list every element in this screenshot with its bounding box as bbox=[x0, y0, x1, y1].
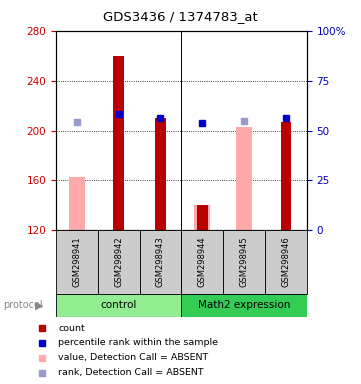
Text: Math2 expression: Math2 expression bbox=[198, 300, 290, 310]
Text: ▶: ▶ bbox=[35, 300, 43, 310]
Text: value, Detection Call = ABSENT: value, Detection Call = ABSENT bbox=[58, 353, 209, 362]
Text: GSM298945: GSM298945 bbox=[240, 237, 249, 287]
Bar bbox=[69, 177, 85, 230]
Bar bbox=[197, 205, 208, 230]
Text: percentile rank within the sample: percentile rank within the sample bbox=[58, 338, 218, 348]
Text: GSM298946: GSM298946 bbox=[282, 237, 291, 288]
Bar bbox=[56, 294, 181, 317]
Text: protocol: protocol bbox=[4, 300, 43, 310]
Bar bbox=[140, 230, 181, 294]
Bar bbox=[113, 56, 124, 230]
Text: GSM298942: GSM298942 bbox=[114, 237, 123, 287]
Text: GSM298943: GSM298943 bbox=[156, 237, 165, 288]
Bar bbox=[98, 230, 140, 294]
Text: rank, Detection Call = ABSENT: rank, Detection Call = ABSENT bbox=[58, 368, 204, 377]
Bar bbox=[265, 230, 307, 294]
Text: GSM298944: GSM298944 bbox=[198, 237, 207, 287]
Text: GDS3436 / 1374783_at: GDS3436 / 1374783_at bbox=[103, 10, 258, 23]
Bar bbox=[181, 230, 223, 294]
Bar bbox=[195, 205, 210, 230]
Bar bbox=[223, 230, 265, 294]
Text: control: control bbox=[100, 300, 137, 310]
Text: GSM298941: GSM298941 bbox=[72, 237, 81, 287]
Bar bbox=[181, 294, 307, 317]
Bar bbox=[236, 127, 252, 230]
Bar bbox=[155, 118, 166, 230]
Bar bbox=[56, 230, 98, 294]
Bar bbox=[281, 122, 291, 230]
Text: count: count bbox=[58, 324, 85, 333]
